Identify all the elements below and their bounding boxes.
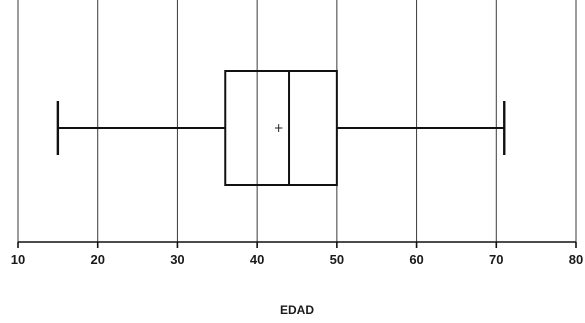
mean-marker: + xyxy=(274,121,284,135)
x-tick-label-20: 20 xyxy=(90,252,104,267)
interquartile-box xyxy=(224,70,338,186)
grid-lines xyxy=(17,0,577,242)
x-tick-label-30: 30 xyxy=(170,252,184,267)
x-tick-label-80: 80 xyxy=(569,252,583,267)
x-tick-label-40: 40 xyxy=(250,252,264,267)
boxplot: + xyxy=(56,70,506,186)
x-tick-label-50: 50 xyxy=(330,252,344,267)
x-tick-label-10: 10 xyxy=(11,252,25,267)
x-tick-label-70: 70 xyxy=(489,252,503,267)
x-axis-ticks: 10 20 30 40 50 60 70 80 xyxy=(11,242,583,267)
x-tick-label-60: 60 xyxy=(409,252,423,267)
x-axis-title: EDAD xyxy=(280,303,314,317)
